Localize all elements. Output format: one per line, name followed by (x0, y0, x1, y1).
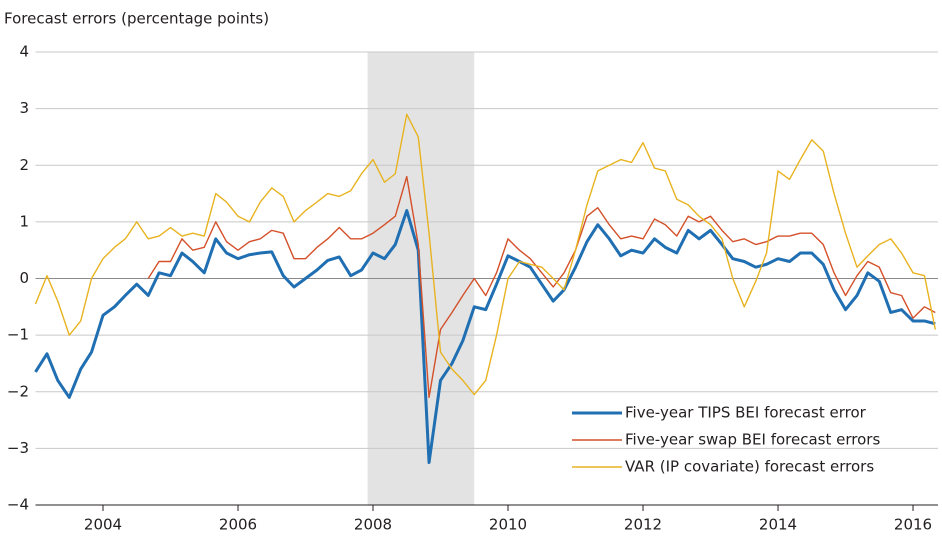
y-tick-label: 0 (19, 269, 29, 287)
x-tick-label: 2012 (624, 516, 662, 534)
x-tick-label: 2014 (759, 516, 797, 534)
series-line (147, 175, 936, 399)
y-tick-label: 1 (19, 212, 29, 230)
y-tick-label: −4 (7, 496, 29, 514)
x-tick-label: 2008 (354, 516, 392, 534)
y-tick-label: 2 (19, 156, 29, 174)
legend-label: VAR (IP covariate) forecast errors (625, 458, 874, 476)
series-line (34, 113, 936, 396)
legend-label: Five-year TIPS BEI forecast error (625, 404, 867, 422)
y-tick-label: −1 (7, 326, 29, 344)
y-tick-label: −2 (7, 382, 29, 400)
y-tick-label: 3 (19, 99, 29, 117)
x-tick-label: 2010 (489, 516, 527, 534)
series-line (34, 209, 936, 465)
legend-label: Five-year swap BEI forecast errors (625, 431, 880, 449)
x-tick-label: 2004 (84, 516, 122, 534)
y-axis-label: Forecast errors (percentage points) (4, 10, 269, 28)
x-tick-label: 2016 (894, 516, 932, 534)
y-tick-label: −3 (7, 439, 29, 457)
y-tick-label: 4 (19, 43, 29, 61)
x-tick-label: 2006 (219, 516, 257, 534)
